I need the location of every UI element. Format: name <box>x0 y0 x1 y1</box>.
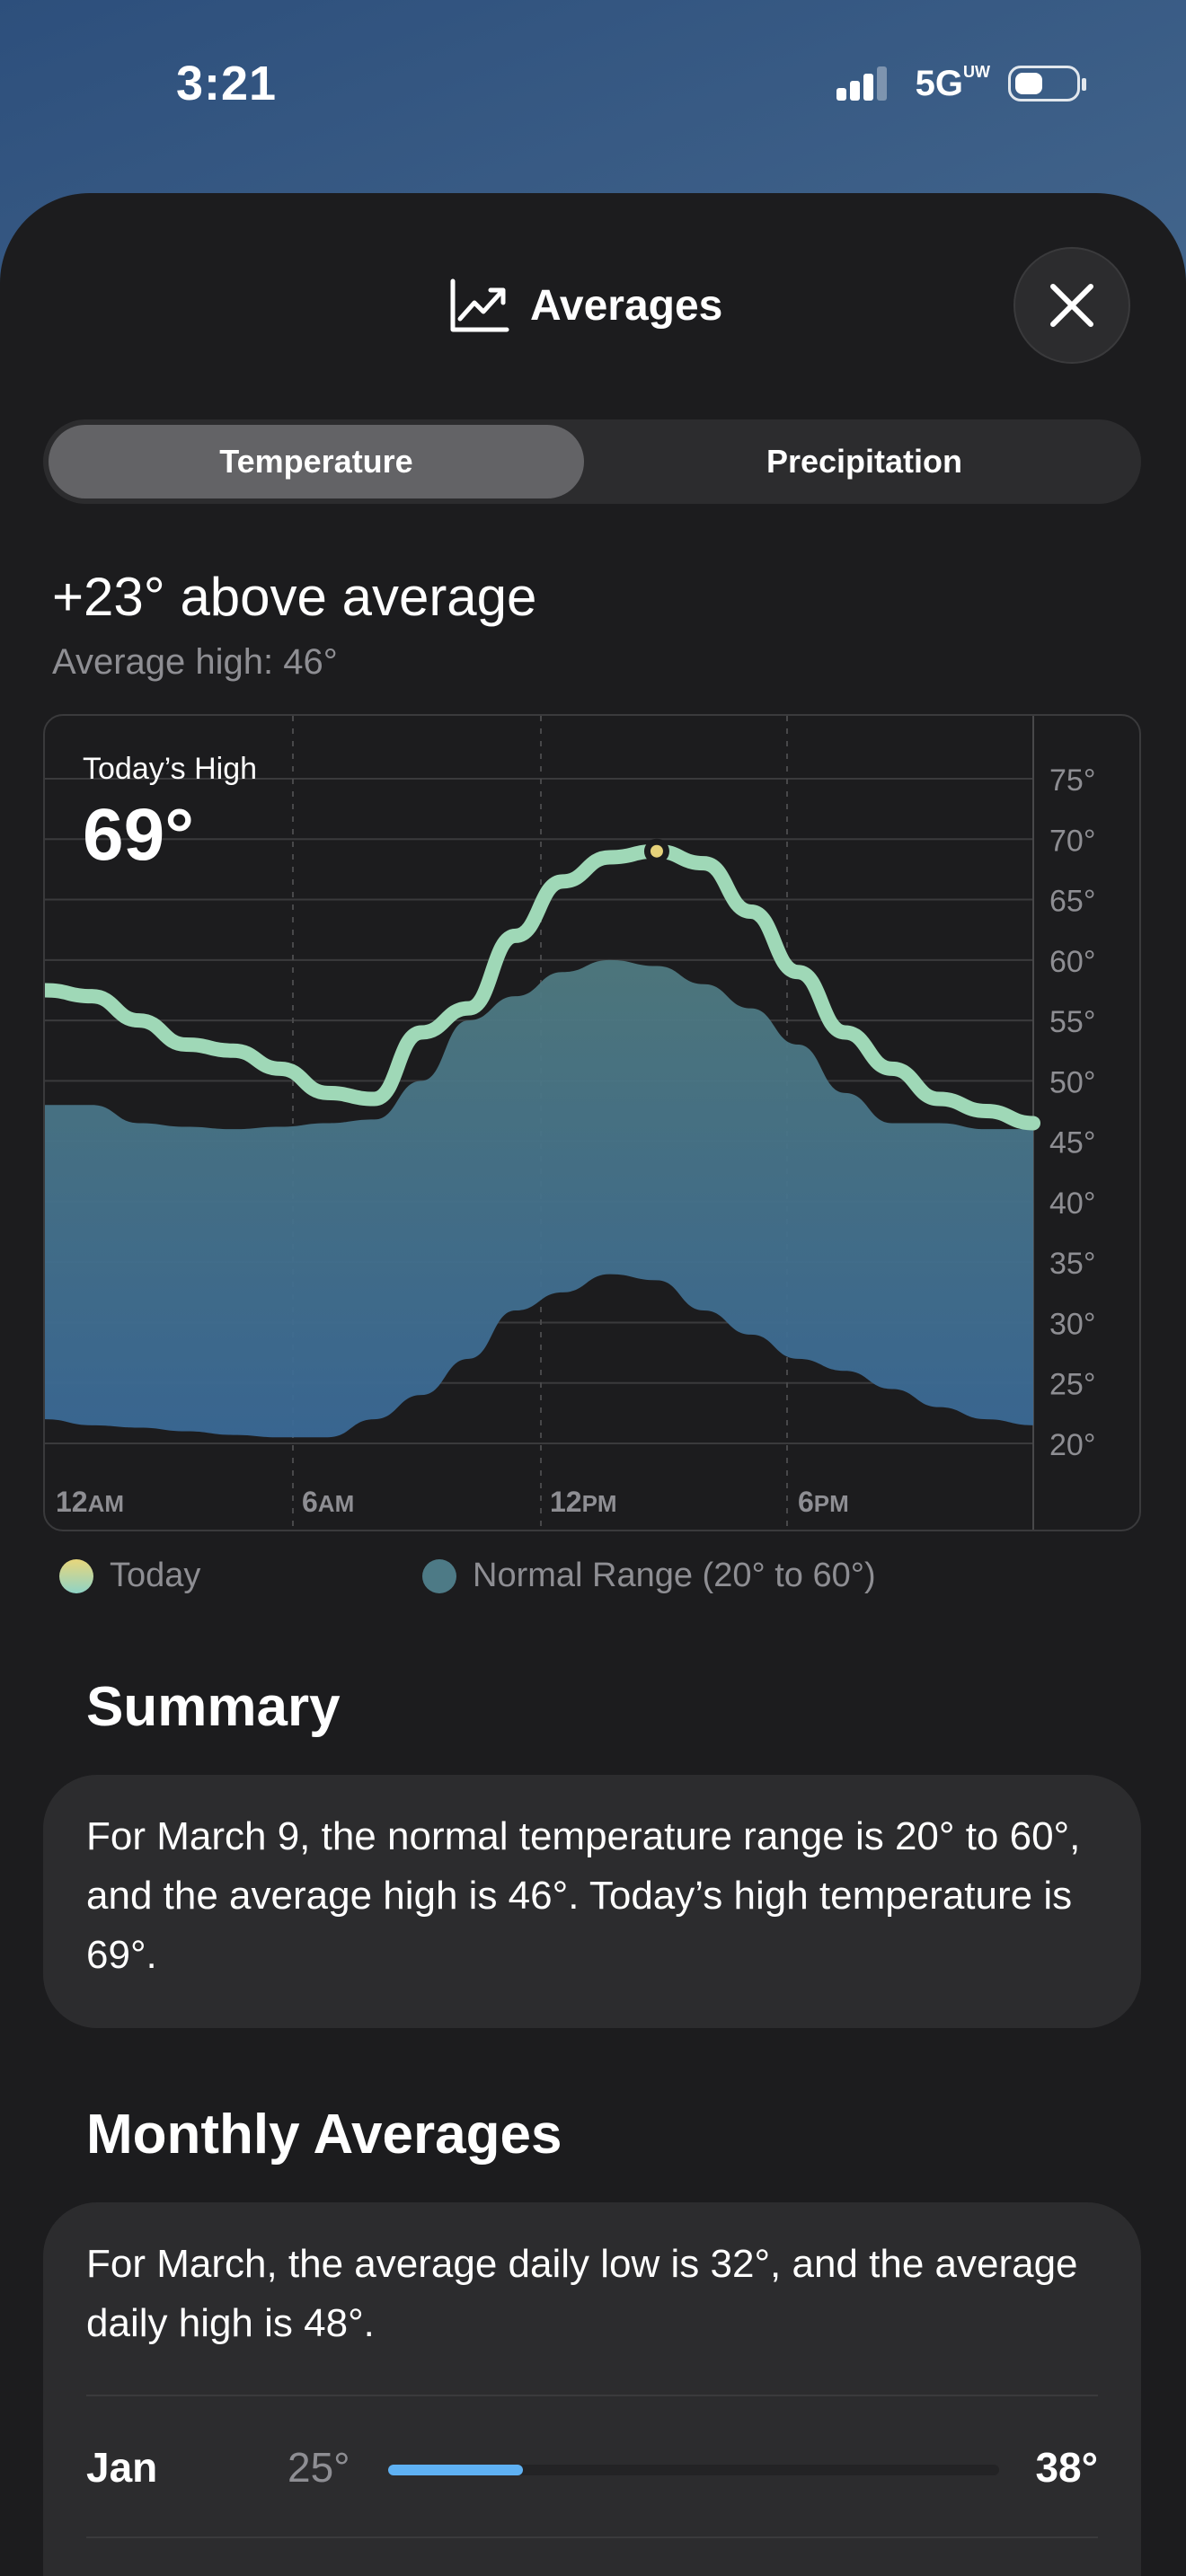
status-bar: 3:21 5GUW <box>0 0 1186 189</box>
temperature-chart[interactable]: 75° 70° 65° 60° 55° 50° 45° 40° 35° 30° 25° 20° 12AM… <box>43 714 1141 1531</box>
legend-normal-label: Normal Range (20° to 60°) <box>473 1557 876 1594</box>
monthly-averages-card: For March, the average daily low is 32°,… <box>43 2202 1141 2576</box>
month-divider-bottom <box>86 2536 1098 2538</box>
average-high-text: Average high: 46° <box>52 642 338 682</box>
network-type: 5G <box>915 63 963 103</box>
x-tick-label: 6AM <box>302 1486 354 1518</box>
y-tick-label: 50° <box>1049 1065 1095 1099</box>
battery-icon <box>1008 66 1086 101</box>
status-time: 3:21 <box>176 57 278 110</box>
line-chart-icon <box>450 278 509 332</box>
close-button[interactable] <box>1013 247 1130 364</box>
today-high-label: Today’s High <box>83 752 258 786</box>
x-tick-label: 6PM <box>798 1486 849 1518</box>
header-title: Averages <box>449 278 722 333</box>
page-title: Averages <box>530 281 723 330</box>
tab-temperature[interactable]: Temperature <box>49 425 584 498</box>
network-badge: UW <box>963 62 990 81</box>
network-indicator: 5GUW <box>916 64 990 104</box>
close-icon <box>1050 284 1093 327</box>
month-row-jan[interactable]: Jan 25° 38° <box>43 2395 1141 2538</box>
month-range-track <box>388 2465 999 2475</box>
legend-today-label: Today <box>110 1557 201 1594</box>
legend-normal-range: Normal Range (20° to 60°) <box>422 1557 876 1595</box>
summary-title: Summary <box>86 1676 341 1738</box>
metric-segmented-control: Temperature Precipitation <box>43 419 1141 504</box>
y-tick-label: 35° <box>1049 1247 1095 1281</box>
normal-range-area <box>45 959 1033 1438</box>
summary-card: For March 9, the normal temperature rang… <box>43 1775 1141 2028</box>
y-tick-label: 70° <box>1049 824 1095 858</box>
tab-precipitation[interactable]: Precipitation <box>766 443 963 480</box>
status-icons: 5GUW <box>836 63 1086 104</box>
y-tick-label: 55° <box>1049 1005 1095 1039</box>
high-marker-dot <box>650 844 663 858</box>
x-tick-label: 12AM <box>56 1486 124 1518</box>
comparison-headline: +23° above average <box>52 567 537 627</box>
cellular-signal-icon <box>836 63 898 104</box>
y-tick-label: 25° <box>1049 1368 1095 1402</box>
legend-today: Today <box>59 1557 422 1595</box>
chart-legend: Today Normal Range (20° to 60°) <box>59 1557 876 1595</box>
today-high-value: 69° <box>83 794 195 876</box>
y-tick-label: 40° <box>1049 1187 1095 1221</box>
month-divider <box>86 2395 1098 2396</box>
sheet-header: Averages <box>0 193 1186 364</box>
y-tick-label: 30° <box>1049 1307 1095 1341</box>
today-dot-icon <box>59 1558 93 1593</box>
month-high: 38° <box>1035 2444 1098 2491</box>
chart-canvas: 75° 70° 65° 60° 55° 50° 45° 40° 35° 30° 25° 20° 12AM… <box>45 716 1095 1530</box>
y-tick-label: 45° <box>1049 1126 1095 1160</box>
summary-text: For March 9, the normal temperature rang… <box>86 1814 1081 1977</box>
y-tick-label: 20° <box>1049 1428 1095 1462</box>
normal-range-dot-icon <box>422 1558 456 1593</box>
month-low: 25° <box>288 2444 350 2491</box>
x-tick-label: 12PM <box>550 1486 617 1518</box>
y-tick-label: 65° <box>1049 885 1095 919</box>
month-range-fill <box>388 2465 523 2475</box>
monthly-averages-title: Monthly Averages <box>86 2104 562 2166</box>
monthly-averages-text: For March, the average daily low is 32°,… <box>86 2242 1078 2345</box>
averages-sheet: Averages Temperature Precipitation +23° … <box>0 193 1186 2576</box>
month-name: Jan <box>86 2444 158 2491</box>
y-tick-label: 60° <box>1049 945 1095 979</box>
today-temperature-line <box>45 843 1040 1131</box>
y-tick-label: 75° <box>1049 763 1095 798</box>
